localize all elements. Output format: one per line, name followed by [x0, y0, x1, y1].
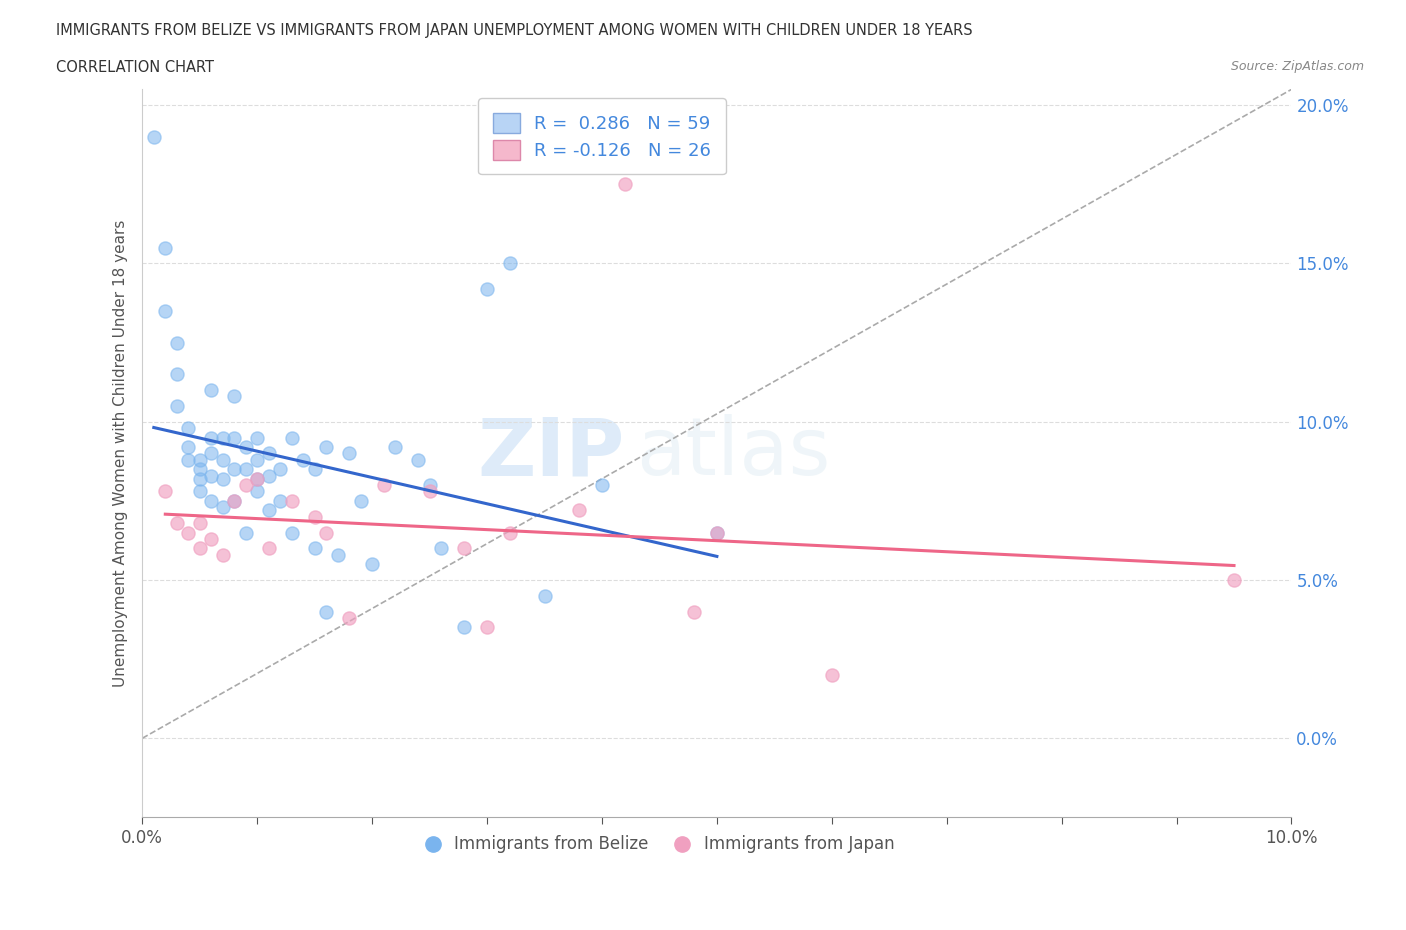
Point [280, 525, 302, 540]
Point [200, 382, 222, 397]
Point [188, 515, 211, 530]
Point [453, 541, 475, 556]
Point [280, 431, 302, 445]
Point [155, 303, 177, 318]
Point [155, 484, 177, 498]
Point [166, 335, 188, 350]
Point [591, 478, 613, 493]
Legend: Immigrants from Belize, Immigrants from Japan: Immigrants from Belize, Immigrants from … [418, 829, 901, 860]
Point [177, 440, 200, 455]
Point [200, 468, 222, 483]
Point [188, 541, 211, 556]
Point [235, 525, 257, 540]
Point [821, 668, 844, 683]
Point [257, 446, 280, 461]
Point [188, 472, 211, 486]
Text: IMMIGRANTS FROM BELIZE VS IMMIGRANTS FROM JAPAN UNEMPLOYMENT AMONG WOMEN WITH CH: IMMIGRANTS FROM BELIZE VS IMMIGRANTS FRO… [56, 23, 973, 38]
Point [315, 440, 337, 455]
Point [406, 452, 429, 467]
Point [211, 499, 233, 514]
Point [475, 620, 498, 635]
Point [337, 611, 360, 626]
Text: Source: ZipAtlas.com: Source: ZipAtlas.com [1230, 60, 1364, 73]
Point [177, 420, 200, 435]
Point [475, 282, 498, 297]
Point [326, 547, 349, 562]
Point [257, 503, 280, 518]
Point [269, 494, 291, 509]
Point [1223, 573, 1246, 588]
Point [315, 604, 337, 619]
Point [224, 494, 246, 509]
Point [142, 129, 165, 144]
Point [373, 478, 395, 493]
Point [177, 452, 200, 467]
Point [430, 541, 453, 556]
Point [350, 494, 373, 509]
Point [683, 604, 706, 619]
Point [706, 525, 728, 540]
Point [246, 431, 269, 445]
Point [224, 389, 246, 404]
Text: ZIP: ZIP [478, 415, 624, 492]
Point [200, 446, 222, 461]
Point [257, 541, 280, 556]
Point [166, 366, 188, 381]
Point [246, 452, 269, 467]
Y-axis label: Unemployment Among Women with Children Under 18 years: Unemployment Among Women with Children U… [114, 219, 128, 687]
Point [706, 525, 728, 540]
Point [304, 541, 326, 556]
Point [384, 440, 406, 455]
Point [224, 494, 246, 509]
Point [211, 431, 233, 445]
Point [235, 462, 257, 477]
Point [200, 531, 222, 546]
Point [200, 431, 222, 445]
Point [211, 547, 233, 562]
Point [533, 589, 555, 604]
Point [188, 484, 211, 498]
Point [246, 484, 269, 498]
Point [211, 472, 233, 486]
Point [188, 452, 211, 467]
Point [315, 525, 337, 540]
Point [235, 478, 257, 493]
Point [188, 462, 211, 477]
Point [177, 525, 200, 540]
Point [246, 472, 269, 486]
Point [224, 431, 246, 445]
Point [280, 494, 302, 509]
Point [257, 468, 280, 483]
Point [453, 620, 475, 635]
Point [224, 462, 246, 477]
Point [246, 472, 269, 486]
Point [337, 446, 360, 461]
Point [200, 494, 222, 509]
Point [304, 510, 326, 525]
Point [235, 440, 257, 455]
Point [292, 452, 315, 467]
Point [304, 462, 326, 477]
Point [269, 462, 291, 477]
Point [499, 525, 522, 540]
Text: atlas: atlas [637, 415, 831, 492]
Point [568, 503, 591, 518]
Point [155, 240, 177, 255]
Point [211, 452, 233, 467]
Point [499, 256, 522, 271]
Point [166, 398, 188, 413]
Point [361, 557, 384, 572]
Point [419, 478, 441, 493]
Point [166, 515, 188, 530]
Text: CORRELATION CHART: CORRELATION CHART [56, 60, 214, 75]
Point [613, 177, 636, 192]
Point [419, 484, 441, 498]
